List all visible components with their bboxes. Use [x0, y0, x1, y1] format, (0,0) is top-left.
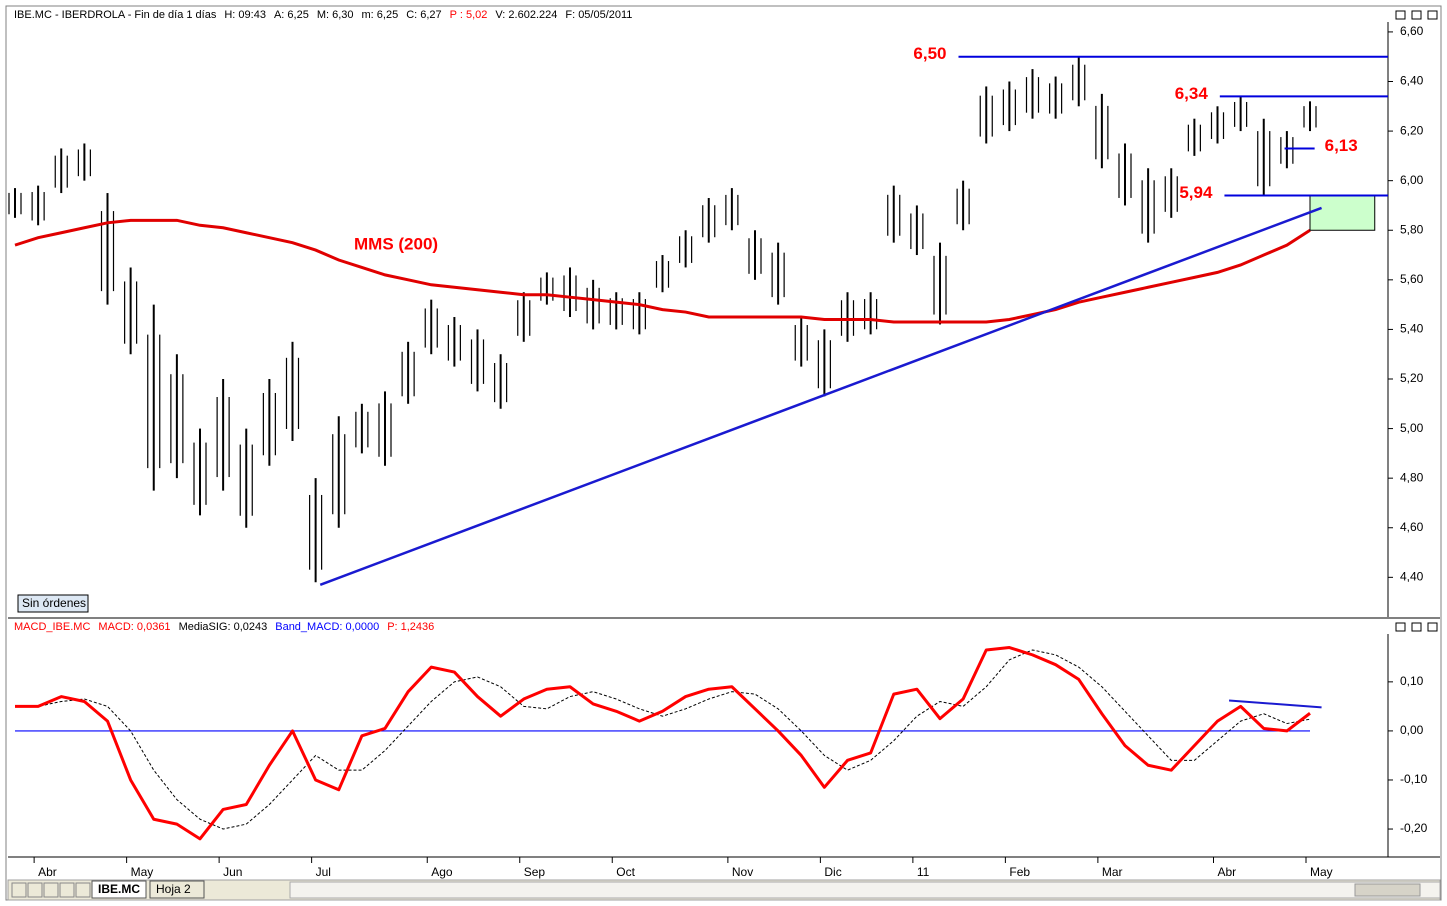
- panel-header-text: IBE.MC - IBERDROLA - Fin de día 1 días H:…: [14, 9, 632, 21]
- price-plot-content: [8, 55, 1388, 586]
- panel-info: V: 2.602.224: [495, 9, 557, 21]
- price-panel: [8, 22, 1389, 617]
- x-tick-label: Abr: [38, 865, 57, 879]
- y-tick-label: 0,10: [1400, 674, 1424, 688]
- button-label[interactable]: Sin órdenes: [22, 596, 86, 610]
- panel-title: IBE.MC - IBERDROLA - Fin de día 1 días: [14, 9, 217, 21]
- x-tick-label: Jul: [316, 865, 331, 879]
- sheet-tab[interactable]: [91, 880, 147, 899]
- price-plot: [8, 22, 1388, 617]
- panel-info: A: 6,25: [274, 9, 309, 21]
- series-label: MMS (200): [354, 234, 438, 253]
- x-tick-label: Feb: [1009, 865, 1030, 879]
- window-control[interactable]: [1427, 622, 1438, 632]
- panel-header: [8, 620, 1440, 634]
- x-tick-label: Sep: [524, 865, 546, 879]
- panel-info: P: 1,2436: [387, 621, 434, 633]
- button-box[interactable]: [17, 594, 89, 613]
- panel-info: H: 09:43: [224, 9, 266, 21]
- scrollbar[interactable]: [289, 881, 1441, 899]
- macd-line: [15, 649, 1311, 830]
- y-tick-label: 5,60: [1400, 272, 1424, 286]
- moving-average: [14, 218, 1311, 324]
- macd-plot-content: [15, 646, 1322, 841]
- nav-button[interactable]: [75, 882, 91, 898]
- window-control[interactable]: [1427, 10, 1438, 20]
- y-tick-label: 6,60: [1400, 24, 1424, 38]
- window-control[interactable]: [1411, 10, 1422, 20]
- y-tick-label: 5,00: [1400, 421, 1424, 435]
- panel-info: MediaSIG: 0,0243: [179, 621, 268, 633]
- y-tick-label: 6,40: [1400, 74, 1424, 88]
- panel-info: m: 6,25: [362, 9, 399, 21]
- trend-line: [1228, 699, 1322, 709]
- y-tick-label: 5,40: [1400, 322, 1424, 336]
- y-tick-label: 5,80: [1400, 222, 1424, 236]
- x-tick-label: Abr: [1218, 865, 1237, 879]
- y-tick-label: 0,00: [1400, 723, 1424, 737]
- panel-info: M: 6,30: [317, 9, 354, 21]
- x-tick-label: Nov: [732, 865, 753, 879]
- y-tick-label: -0,20: [1400, 821, 1428, 835]
- x-tick-label: May: [1310, 865, 1333, 879]
- panel-info: MACD: 0,0361: [98, 621, 170, 633]
- macd-line: [15, 646, 1311, 841]
- y-tick-label: -0,10: [1400, 772, 1428, 786]
- target-box: [1309, 195, 1376, 231]
- x-tick-label: Dic: [824, 865, 841, 879]
- trend-line: [319, 206, 1323, 586]
- sheet-tab-label[interactable]: Hoja 2: [156, 882, 191, 896]
- level-label: 6,34: [1175, 84, 1209, 103]
- panel-info: F: 05/05/2011: [565, 9, 632, 21]
- nav-button[interactable]: [43, 882, 59, 898]
- panel-info: C: 6,27: [406, 9, 441, 21]
- x-tick-label: Mar: [1102, 865, 1123, 879]
- button[interactable]: Sin órdenes: [17, 594, 89, 613]
- x-tick-label: 11: [917, 865, 930, 879]
- panel-header: [8, 8, 1440, 22]
- y-tick-label: 6,00: [1400, 173, 1424, 187]
- panel-info: P : 5,02: [450, 9, 488, 21]
- y-tick-label: 4,60: [1400, 520, 1424, 534]
- y-tick-label: 4,80: [1400, 470, 1424, 484]
- sheet-tab[interactable]: [149, 880, 205, 899]
- sheet-tab-label[interactable]: IBE.MC: [98, 882, 140, 896]
- window-control[interactable]: [1395, 622, 1406, 632]
- window-control[interactable]: [1411, 622, 1422, 632]
- window-control[interactable]: [1395, 10, 1406, 20]
- scroll-thumb[interactable]: [1354, 883, 1421, 897]
- panel-info: Band_MACD: 0,0000: [275, 621, 379, 633]
- level-label: 6,13: [1325, 136, 1358, 155]
- y-tick-label: 6,20: [1400, 123, 1424, 137]
- level-label: 5,94: [1179, 183, 1213, 202]
- x-tick-label: Ago: [431, 865, 453, 879]
- panel-title: MACD_IBE.MC: [14, 621, 90, 633]
- y-tick-label: 4,40: [1400, 570, 1424, 584]
- level-label: 6,50: [913, 44, 946, 63]
- nav-button[interactable]: [11, 882, 27, 898]
- x-tick-label: Jun: [223, 865, 242, 879]
- x-tick-label: May: [131, 865, 154, 879]
- nav-button[interactable]: [27, 882, 43, 898]
- nav-button[interactable]: [59, 882, 75, 898]
- y-tick-label: 5,20: [1400, 371, 1424, 385]
- x-tick-label: Oct: [616, 865, 635, 879]
- panel-header-text: MACD_IBE.MC MACD: 0,0361 MediaSIG: 0,0243 B…: [14, 621, 434, 633]
